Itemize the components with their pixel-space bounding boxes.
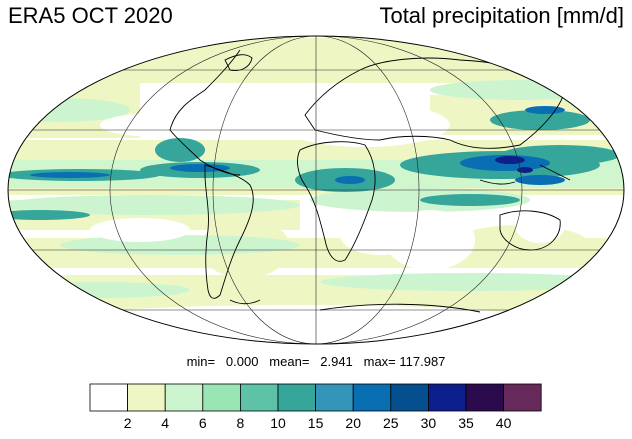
colorbar-cell: [390, 383, 429, 412]
colorbar-cell: [427, 383, 467, 412]
colorbar-tick-label: 15: [308, 415, 324, 431]
colorbar-tick-label: 20: [345, 415, 361, 431]
field-statistics: min= 0.000 mean= 2.941 max= 117.987: [186, 354, 446, 369]
map-title-dataset: ERA5 OCT 2020: [8, 3, 173, 28]
colorbar-cell: [503, 383, 542, 412]
colorbar-cell: [127, 383, 166, 412]
colorbar-cell: [352, 383, 392, 412]
colorbar-cell: [239, 383, 279, 412]
colorbar-cell: [465, 383, 504, 412]
colorbar-tick-label: 10: [270, 415, 286, 431]
colorbar-cell: [315, 383, 354, 412]
colorbar-cell: [164, 383, 204, 412]
colorbar-tick-label: 6: [199, 415, 207, 431]
colorbar-tick-label: 30: [421, 415, 437, 431]
colorbar-tick-label: 40: [496, 415, 512, 431]
colorbar-tick-label: 25: [383, 415, 399, 431]
precipitation-map: [7, 35, 625, 345]
colorbar-cell: [202, 383, 241, 412]
colorbar-tick-label: 8: [237, 415, 245, 431]
colorbar-tick-label: 4: [161, 415, 169, 431]
coastlines: [169, 49, 571, 313]
colorbar-cell: [277, 383, 316, 412]
map-border: [7, 35, 625, 345]
colorbar-tick-label: 35: [458, 415, 474, 431]
colorbar-cell: [89, 383, 128, 412]
colorbar-tick-label: 2: [124, 415, 132, 431]
graticule: [8, 36, 624, 344]
map-title-variable: Total precipitation [mm/d]: [379, 3, 624, 28]
heavy-precip-itcz: [8, 110, 620, 220]
